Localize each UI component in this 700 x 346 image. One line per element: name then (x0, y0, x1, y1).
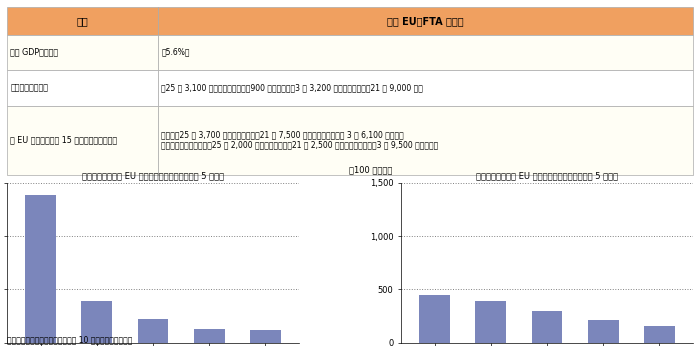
Text: 雇用者数（長期）: 雇用者数（長期） (10, 83, 48, 92)
Bar (250, 330, 281, 343)
Bar (644, 326, 675, 343)
Bar (7, 106, 158, 175)
Text: ・5.6%増: ・5.6%増 (161, 48, 190, 57)
Bar (81, 301, 112, 343)
Title: 製造業の業種別対 EU 輸入増加額（年平均、上位 5 産業）: 製造業の業種別対 EU 輸入増加額（年平均、上位 5 産業） (82, 172, 224, 181)
Bar (158, 35, 693, 70)
Bar (158, 106, 693, 175)
Bar (475, 301, 506, 343)
Bar (158, 7, 693, 35)
Bar (419, 295, 450, 343)
Bar (588, 320, 619, 343)
Bar (531, 311, 563, 343)
Text: 備考：数値は、韓国政府系研究所 10 機関による推計値。: 備考：数値は、韓国政府系研究所 10 機関による推計値。 (7, 335, 132, 344)
Text: 項目: 項目 (76, 16, 88, 26)
Bar (7, 7, 158, 35)
Bar (25, 194, 56, 343)
Bar (158, 70, 693, 106)
Bar (194, 329, 225, 343)
Text: （100 万ドル）: （100 万ドル） (349, 166, 392, 175)
Bar (137, 319, 169, 343)
Bar (7, 70, 158, 106)
Title: 製造業の業種別対 EU 輸出増加額（年平均、上位 5 産業）: 製造業の業種別対 EU 輸出増加額（年平均、上位 5 産業） (476, 172, 618, 181)
Bar (7, 35, 158, 70)
Text: 韓国 EU・FTA の効果: 韓国 EU・FTA の効果 (387, 16, 464, 26)
Text: 実質 GDP（長期）: 実質 GDP（長期） (10, 48, 59, 57)
Text: 対 EU 貿易（発効後 15 年後までの年平均）: 対 EU 貿易（発効後 15 年後までの年平均） (10, 136, 118, 145)
Text: ・25 万 3,100 万人像（農水産業：900 人、製造業：3 万 3,200 人、サービス業：21 万 9,000 人）: ・25 万 3,100 万人像（農水産業：900 人、製造業：3 万 3,200… (161, 83, 424, 92)
Text: ・輸出：25 億 3,700 万ドル増、輸入：21 億 7,500 万ドル増、貿易黒字 3 億 6,100 万ドル増
（うち、製造業は輸出：25 億 2,000: ・輸出：25 億 3,700 万ドル増、輸入：21 億 7,500 万ドル増、貿… (161, 130, 439, 150)
